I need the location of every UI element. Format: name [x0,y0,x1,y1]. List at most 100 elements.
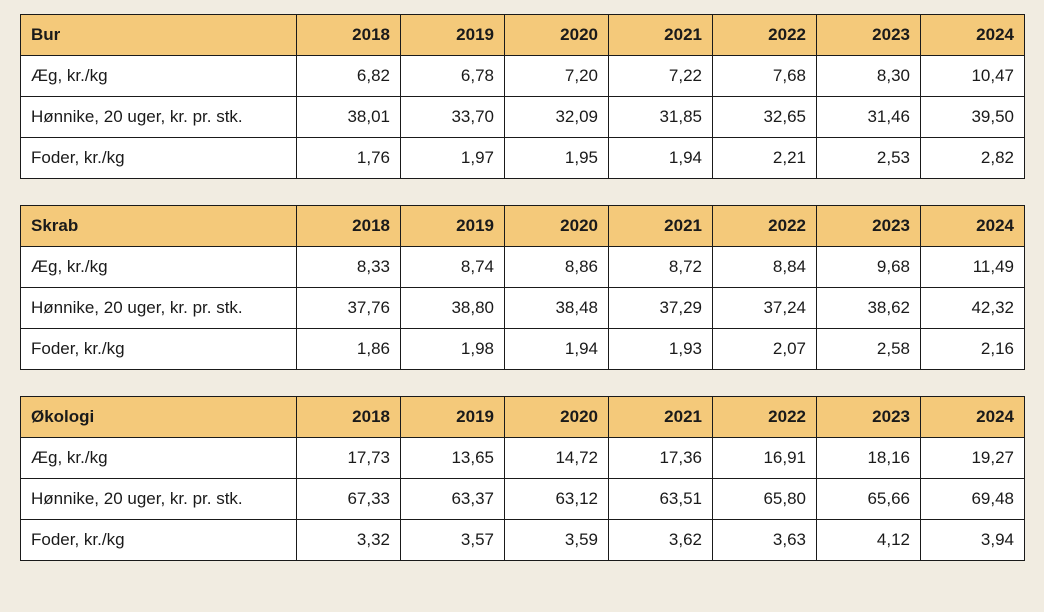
cell: 42,32 [921,288,1025,329]
cell: 38,01 [297,97,401,138]
cell: 37,76 [297,288,401,329]
cell: 38,62 [817,288,921,329]
col-year: 2020 [505,15,609,56]
col-year: 2024 [921,15,1025,56]
table-row: Hønnike, 20 uger, kr. pr. stk. 38,01 33,… [21,97,1025,138]
row-label: Foder, kr./kg [21,520,297,561]
cell: 2,21 [713,138,817,179]
cell: 17,73 [297,438,401,479]
table-header-row: Økologi 2018 2019 2020 2021 2022 2023 20… [21,397,1025,438]
cell: 1,76 [297,138,401,179]
cell: 2,16 [921,329,1025,370]
col-year: 2021 [609,397,713,438]
cell: 14,72 [505,438,609,479]
cell: 39,50 [921,97,1025,138]
cell: 63,51 [609,479,713,520]
table-row: Hønnike, 20 uger, kr. pr. stk. 67,33 63,… [21,479,1025,520]
col-year: 2024 [921,206,1025,247]
cell: 3,32 [297,520,401,561]
cell: 7,22 [609,56,713,97]
row-label: Æg, kr./kg [21,247,297,288]
cell: 19,27 [921,438,1025,479]
cell: 13,65 [401,438,505,479]
cell: 18,16 [817,438,921,479]
cell: 65,80 [713,479,817,520]
cell: 1,86 [297,329,401,370]
row-label: Hønnike, 20 uger, kr. pr. stk. [21,479,297,520]
col-year: 2022 [713,15,817,56]
cell: 38,48 [505,288,609,329]
cell: 31,46 [817,97,921,138]
col-year: 2020 [505,206,609,247]
cell: 3,94 [921,520,1025,561]
cell: 16,91 [713,438,817,479]
cell: 8,30 [817,56,921,97]
col-year: 2023 [817,206,921,247]
cell: 63,12 [505,479,609,520]
cell: 9,68 [817,247,921,288]
cell: 10,47 [921,56,1025,97]
cell: 8,72 [609,247,713,288]
cell: 1,97 [401,138,505,179]
col-year: 2021 [609,15,713,56]
cell: 65,66 [817,479,921,520]
row-label: Foder, kr./kg [21,329,297,370]
cell: 63,37 [401,479,505,520]
table-row: Æg, kr./kg 8,33 8,74 8,86 8,72 8,84 9,68… [21,247,1025,288]
table-bur: Bur 2018 2019 2020 2021 2022 2023 2024 Æ… [20,14,1025,179]
cell: 32,65 [713,97,817,138]
cell: 8,33 [297,247,401,288]
cell: 8,84 [713,247,817,288]
table-title: Bur [21,15,297,56]
cell: 33,70 [401,97,505,138]
cell: 1,93 [609,329,713,370]
row-label: Æg, kr./kg [21,438,297,479]
cell: 7,68 [713,56,817,97]
cell: 1,95 [505,138,609,179]
cell: 1,94 [609,138,713,179]
col-year: 2020 [505,397,609,438]
row-label: Hønnike, 20 uger, kr. pr. stk. [21,288,297,329]
cell: 32,09 [505,97,609,138]
cell: 8,86 [505,247,609,288]
cell: 38,80 [401,288,505,329]
cell: 31,85 [609,97,713,138]
table-header-row: Skrab 2018 2019 2020 2021 2022 2023 2024 [21,206,1025,247]
table-row: Foder, kr./kg 1,76 1,97 1,95 1,94 2,21 2… [21,138,1025,179]
table-skrab: Skrab 2018 2019 2020 2021 2022 2023 2024… [20,205,1025,370]
col-year: 2024 [921,397,1025,438]
row-label: Æg, kr./kg [21,56,297,97]
cell: 3,63 [713,520,817,561]
cell: 1,94 [505,329,609,370]
table-title: Skrab [21,206,297,247]
col-year: 2023 [817,15,921,56]
col-year: 2018 [297,206,401,247]
cell: 69,48 [921,479,1025,520]
col-year: 2019 [401,15,505,56]
col-year: 2019 [401,397,505,438]
table-row: Æg, kr./kg 17,73 13,65 14,72 17,36 16,91… [21,438,1025,479]
row-label: Hønnike, 20 uger, kr. pr. stk. [21,97,297,138]
cell: 37,24 [713,288,817,329]
cell: 37,29 [609,288,713,329]
cell: 2,53 [817,138,921,179]
col-year: 2022 [713,397,817,438]
cell: 8,74 [401,247,505,288]
col-year: 2023 [817,397,921,438]
table-okologi: Økologi 2018 2019 2020 2021 2022 2023 20… [20,396,1025,561]
table-row: Hønnike, 20 uger, kr. pr. stk. 37,76 38,… [21,288,1025,329]
cell: 17,36 [609,438,713,479]
col-year: 2022 [713,206,817,247]
cell: 7,20 [505,56,609,97]
cell: 3,57 [401,520,505,561]
cell: 2,82 [921,138,1025,179]
cell: 3,59 [505,520,609,561]
table-row: Foder, kr./kg 3,32 3,57 3,59 3,62 3,63 4… [21,520,1025,561]
cell: 4,12 [817,520,921,561]
cell: 2,07 [713,329,817,370]
table-title: Økologi [21,397,297,438]
table-header-row: Bur 2018 2019 2020 2021 2022 2023 2024 [21,15,1025,56]
col-year: 2018 [297,15,401,56]
cell: 11,49 [921,247,1025,288]
table-row: Foder, kr./kg 1,86 1,98 1,94 1,93 2,07 2… [21,329,1025,370]
